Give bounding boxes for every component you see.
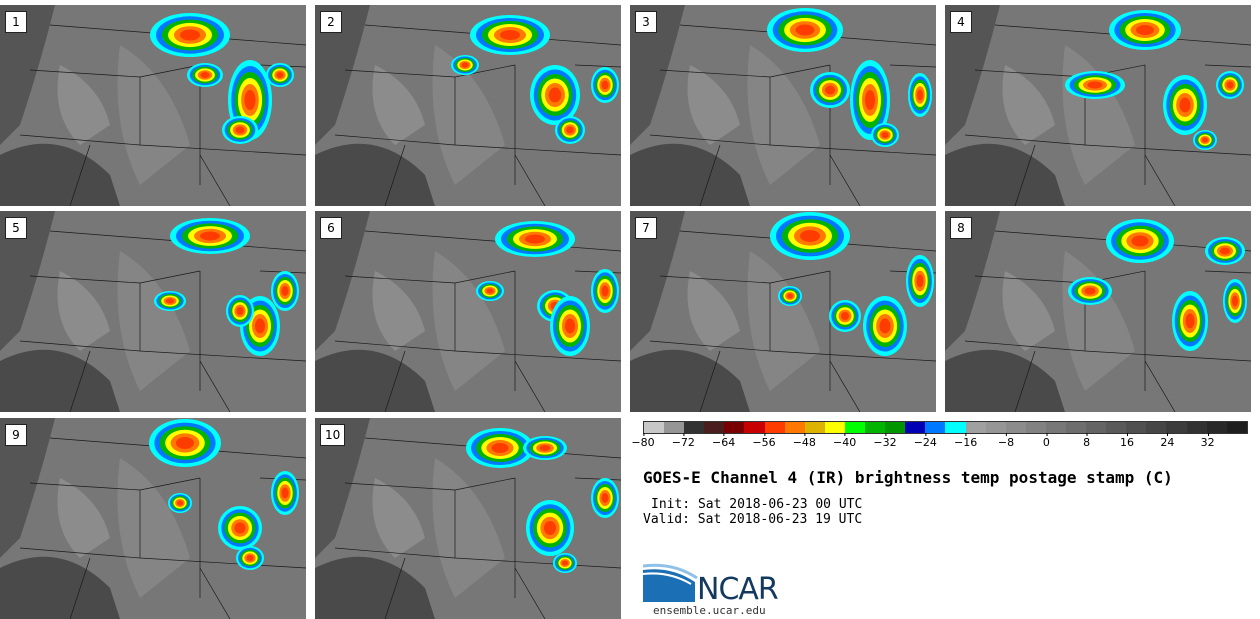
ncar-wordmark: NCAR <box>697 572 779 607</box>
init-time: Init: Sat 2018-06-23 00 UTC <box>651 497 863 512</box>
colorbar-cell <box>844 422 866 433</box>
panel-number-label: 1 <box>5 11 27 33</box>
forecast-panel-9: 9 <box>0 418 306 619</box>
colorbar <box>643 421 1248 434</box>
satellite-map-1 <box>0 5 306 206</box>
panel-number-label: 5 <box>5 217 27 239</box>
panel-number-label: 8 <box>950 217 972 239</box>
colorbar-tick-label: −72 <box>671 433 695 449</box>
colorbar-tick-label: −48 <box>792 433 816 449</box>
colorbar-tick-label: 24 <box>1160 433 1175 449</box>
figure-title: GOES-E Channel 4 (IR) brightness temp po… <box>643 468 1173 487</box>
colorbar-tick-label: −32 <box>873 433 897 449</box>
colorbar-cell <box>905 422 926 433</box>
forecast-panel-6: 6 <box>315 211 621 412</box>
colorbar-cell <box>644 422 665 433</box>
forecast-panel-8: 8 <box>945 211 1251 412</box>
colorbar-tick-label: 16 <box>1120 433 1134 449</box>
satellite-map-5 <box>0 211 306 412</box>
satellite-map-9 <box>0 418 306 619</box>
satellite-map-10 <box>315 418 621 619</box>
colorbar-tick-label: 0 <box>1042 433 1050 449</box>
colorbar-tick-label: 32 <box>1200 433 1215 449</box>
ensemble-url: ensemble.ucar.edu <box>653 604 766 617</box>
panel-number-label: 7 <box>635 217 657 239</box>
colorbar-tick-label: 8 <box>1083 433 1091 449</box>
colorbar-cell <box>1045 422 1066 433</box>
forecast-panel-7: 7 <box>630 211 936 412</box>
satellite-map-3 <box>630 5 936 206</box>
colorbar-cell <box>1126 422 1147 433</box>
colorbar-cell <box>824 422 845 433</box>
colorbar-cell <box>885 422 906 433</box>
colorbar-cell <box>724 422 745 433</box>
forecast-panel-5: 5 <box>0 211 306 412</box>
colorbar-cell <box>1206 422 1227 433</box>
satellite-map-2 <box>315 5 621 206</box>
panel-number-label: 4 <box>950 11 972 33</box>
colorbar-cell <box>925 422 946 433</box>
colorbar-cell <box>804 422 825 433</box>
satellite-map-7 <box>630 211 936 412</box>
colorbar-cell <box>784 422 805 433</box>
colorbar-cell <box>1226 422 1247 433</box>
panel-number-label: 9 <box>5 424 27 446</box>
colorbar-cell <box>684 422 705 433</box>
forecast-panel-2: 2 <box>315 5 621 206</box>
colorbar-tick-label: −8 <box>997 433 1015 449</box>
colorbar-tick-label: −24 <box>913 433 937 449</box>
forecast-panel-4: 4 <box>945 5 1251 206</box>
colorbar-cell <box>764 422 785 433</box>
colorbar-cell <box>1005 422 1026 433</box>
colorbar-cell <box>1186 422 1207 433</box>
colorbar-cell <box>1106 422 1127 433</box>
colorbar-cell <box>965 422 986 433</box>
colorbar-ticks: −80 −72 −64 −56 −48 −40 −32 −24 −16 −8 0 8 16 24 32 <box>631 433 1248 456</box>
satellite-map-8 <box>945 211 1251 412</box>
colorbar-cell <box>704 422 725 433</box>
satellite-map-4 <box>945 5 1251 206</box>
colorbar-cell <box>985 422 1006 433</box>
colorbar-cell <box>744 422 765 433</box>
colorbar-cell <box>1146 422 1167 433</box>
panel-number-label: 3 <box>635 11 657 33</box>
forecast-panel-3: 3 <box>630 5 936 206</box>
colorbar-tick-label: −16 <box>954 433 978 449</box>
panel-number-label: 10 <box>320 424 346 446</box>
colorbar-cell <box>865 422 886 433</box>
colorbar-cell <box>1166 422 1187 433</box>
colorbar-cell <box>1025 422 1046 433</box>
colorbar-cell <box>1086 422 1107 433</box>
colorbar-tick-label: −40 <box>833 433 857 449</box>
satellite-map-6 <box>315 211 621 412</box>
colorbar-cell <box>1065 422 1087 433</box>
ncar-logo-icon <box>643 563 698 602</box>
colorbar-tick-label: −80 <box>631 433 655 449</box>
colorbar-tick-label: −64 <box>712 433 736 449</box>
colorbar-cell <box>664 422 685 433</box>
panel-number-label: 6 <box>320 217 342 239</box>
valid-time: Valid: Sat 2018-06-23 19 UTC <box>643 512 863 527</box>
forecast-panel-1: 1 <box>0 5 306 206</box>
colorbar-tick-label: −56 <box>752 433 776 449</box>
colorbar-cell <box>945 422 966 433</box>
forecast-panel-10: 10 <box>315 418 621 619</box>
panel-number-label: 2 <box>320 11 342 33</box>
